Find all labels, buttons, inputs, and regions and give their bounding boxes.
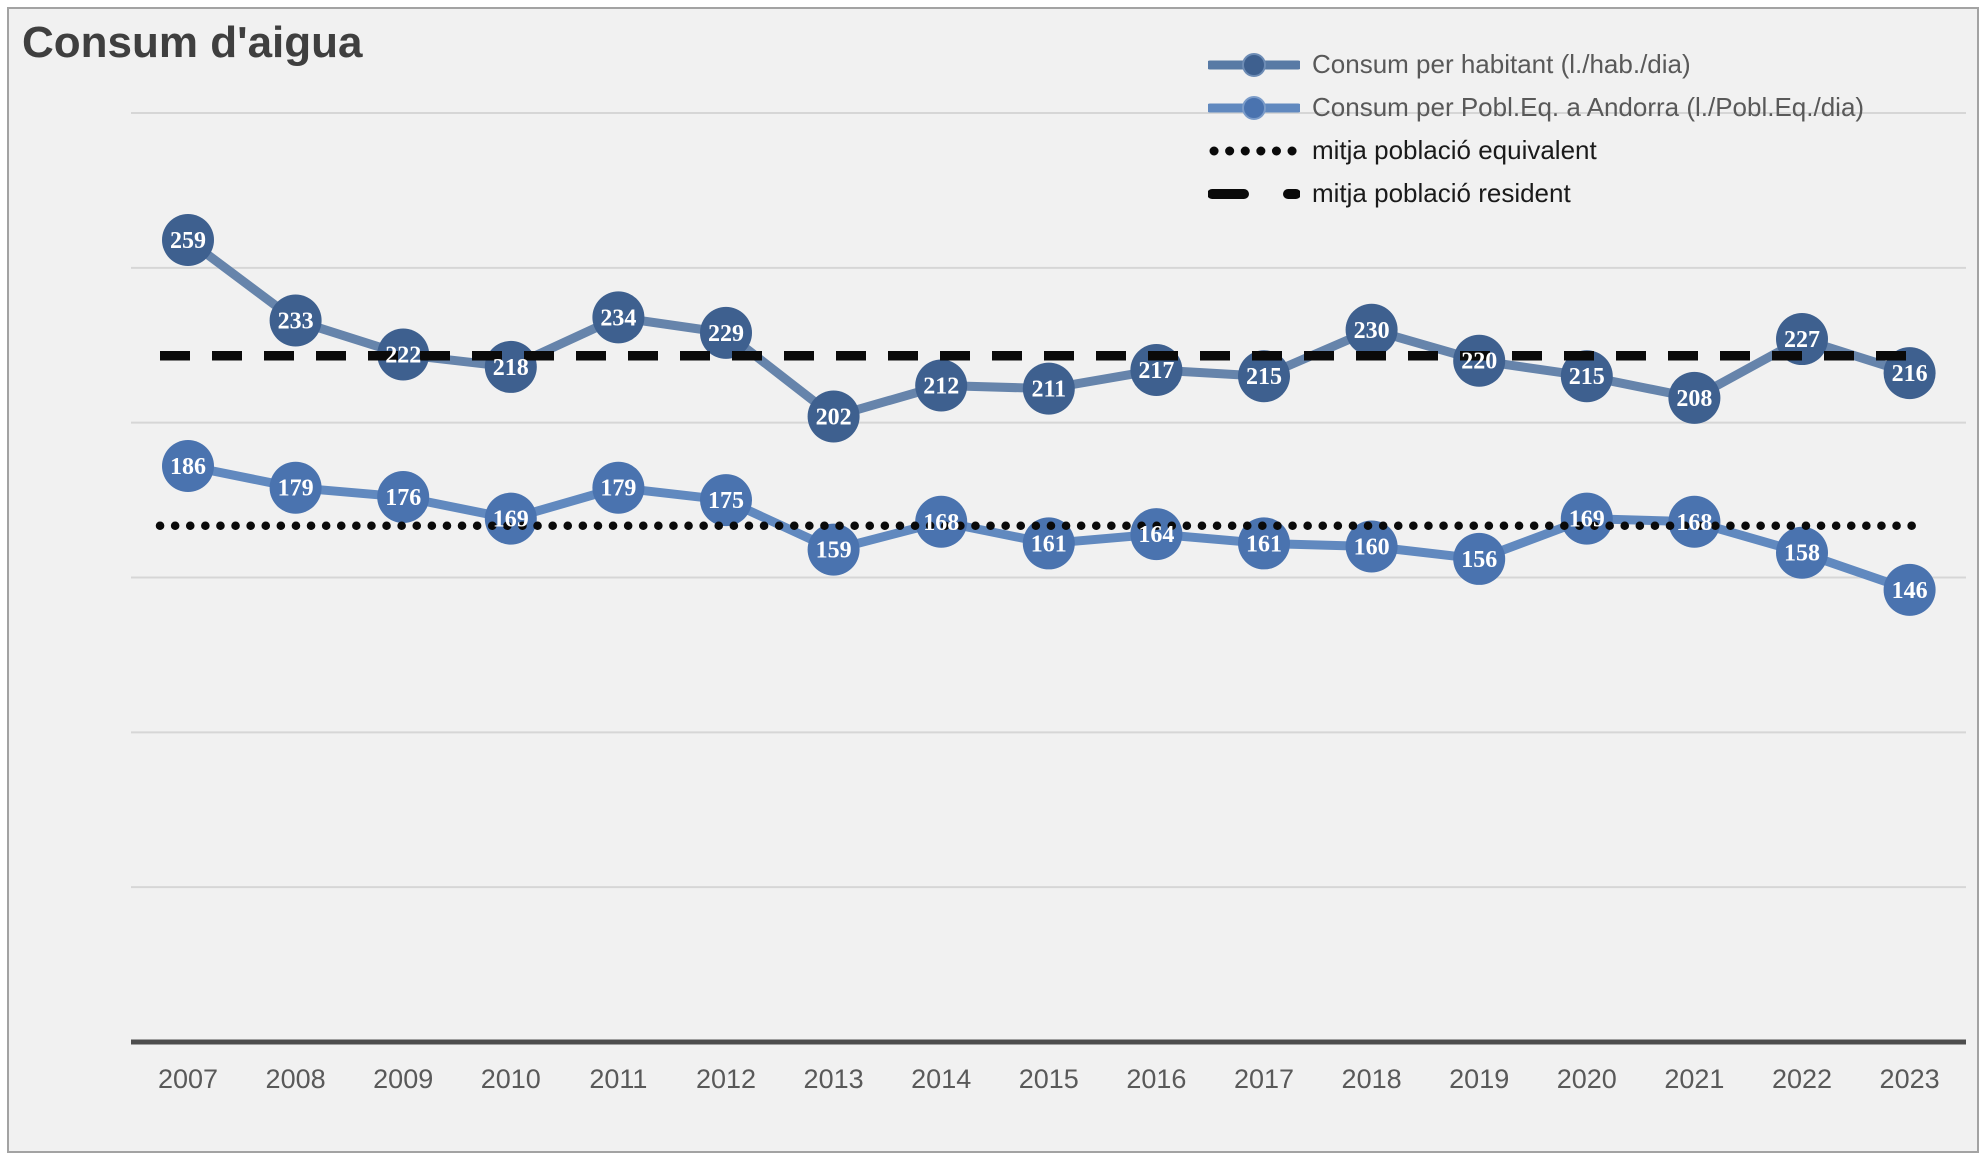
data-point-marker [269, 294, 322, 347]
x-axis-label: 2011 [589, 1064, 647, 1094]
data-label: 161 [1031, 531, 1067, 557]
series2-line-marker-icon [1208, 95, 1300, 120]
legend-label: mitja població equivalent [1312, 135, 1597, 165]
data-point-marker [1453, 532, 1506, 585]
data-label: 233 [278, 308, 314, 334]
data-label: 146 [1892, 578, 1928, 604]
data-point-marker [377, 328, 430, 381]
data-point-marker [1238, 517, 1290, 570]
data-label: 208 [1676, 386, 1712, 412]
x-axis-label: 2018 [1342, 1064, 1402, 1094]
x-axis-label: 2012 [696, 1064, 756, 1094]
legend-label: Consum per habitant (l./hab./dia) [1312, 49, 1691, 79]
x-axis-label: 2009 [373, 1064, 433, 1094]
data-label: 176 [385, 485, 421, 511]
data-point-marker [377, 470, 430, 523]
data-label: 220 [1461, 349, 1497, 375]
legend-item-mitja-equivalent: mitja població equivalent [1208, 129, 1864, 172]
data-point-marker [1776, 526, 1828, 579]
data-label: 227 [1784, 327, 1820, 353]
data-point-marker [915, 359, 968, 412]
legend-label: Consum per Pobl.Eq. a Andorra (l./Pobl.E… [1312, 92, 1865, 122]
data-label: 169 [1569, 507, 1605, 533]
data-label: 169 [493, 507, 529, 533]
data-point-marker [1022, 517, 1075, 570]
data-point-marker [1238, 350, 1290, 403]
data-point-marker [1130, 508, 1183, 561]
data-point-marker [592, 291, 645, 344]
data-label: 211 [1031, 377, 1066, 403]
x-axis-label: 2016 [1126, 1064, 1186, 1094]
data-label: 168 [1676, 510, 1712, 536]
data-label: 230 [1354, 318, 1390, 344]
data-label: 158 [1784, 541, 1820, 567]
data-point-marker [1668, 371, 1721, 424]
data-point-marker [162, 213, 214, 266]
chart-title: Consum d'aigua [22, 18, 363, 67]
x-axis-label: 2021 [1664, 1064, 1724, 1094]
data-point-marker [807, 523, 860, 576]
x-axis-label: 2020 [1557, 1064, 1617, 1094]
data-point-marker [700, 306, 752, 359]
data-point-marker [807, 390, 860, 443]
data-label: 229 [708, 321, 744, 347]
x-axis-label: 2007 [158, 1064, 218, 1094]
chart-legend: Consum per habitant (l./hab./dia) Consum… [1208, 43, 1864, 215]
data-label: 212 [923, 374, 959, 400]
data-label: 179 [278, 476, 314, 502]
x-axis-label: 2019 [1449, 1064, 1509, 1094]
data-point-marker [1668, 495, 1721, 548]
data-label: 234 [600, 305, 636, 331]
dashed-line-icon [1208, 188, 1300, 199]
x-axis-label: 2022 [1772, 1064, 1832, 1094]
data-label: 216 [1892, 361, 1928, 387]
data-label: 160 [1354, 535, 1390, 561]
data-point-marker [1883, 563, 1936, 616]
data-point-marker [162, 440, 214, 493]
data-point-marker [592, 461, 645, 514]
x-axis-label: 2008 [266, 1064, 326, 1094]
dotted-line-icon [1209, 146, 1300, 155]
x-axis-label: 2017 [1234, 1064, 1294, 1094]
legend-label: mitja població resident [1312, 178, 1571, 208]
data-label: 159 [816, 538, 852, 564]
data-label: 186 [170, 454, 206, 480]
data-point-marker [484, 492, 537, 545]
data-point-marker [1345, 520, 1398, 573]
series1-line-marker-icon [1208, 52, 1300, 77]
data-label: 218 [493, 355, 529, 381]
data-label: 215 [1569, 364, 1605, 390]
chart-panel [7, 7, 1979, 1153]
data-point-marker [1560, 350, 1613, 403]
x-axis-label: 2023 [1880, 1064, 1940, 1094]
data-point-marker [1022, 362, 1075, 415]
data-point-marker [700, 474, 752, 527]
data-label: 179 [600, 476, 636, 502]
data-label: 202 [816, 404, 852, 430]
data-label: 217 [1138, 358, 1174, 384]
data-label: 222 [385, 343, 421, 369]
data-point-marker [269, 461, 322, 514]
data-label: 215 [1246, 364, 1282, 390]
data-label: 164 [1138, 522, 1174, 548]
data-point-marker [1560, 492, 1613, 545]
data-label: 259 [170, 228, 206, 254]
data-label: 161 [1246, 531, 1282, 557]
data-label: 168 [923, 510, 959, 536]
data-point-marker [1453, 334, 1506, 387]
data-label: 175 [708, 488, 744, 514]
legend-item-consum-pobleq: Consum per Pobl.Eq. a Andorra (l./Pobl.E… [1208, 86, 1864, 129]
x-axis-label: 2015 [1019, 1064, 1079, 1094]
data-point-marker [1345, 303, 1398, 356]
data-point-marker [915, 495, 968, 548]
data-label: 156 [1461, 547, 1497, 573]
x-axis-label: 2010 [481, 1064, 541, 1094]
legend-item-mitja-resident: mitja població resident [1208, 172, 1864, 215]
x-axis-label: 2013 [804, 1064, 864, 1094]
legend-item-consum-habitant: Consum per habitant (l./hab./dia) [1208, 43, 1864, 86]
x-axis-label: 2014 [911, 1064, 971, 1094]
